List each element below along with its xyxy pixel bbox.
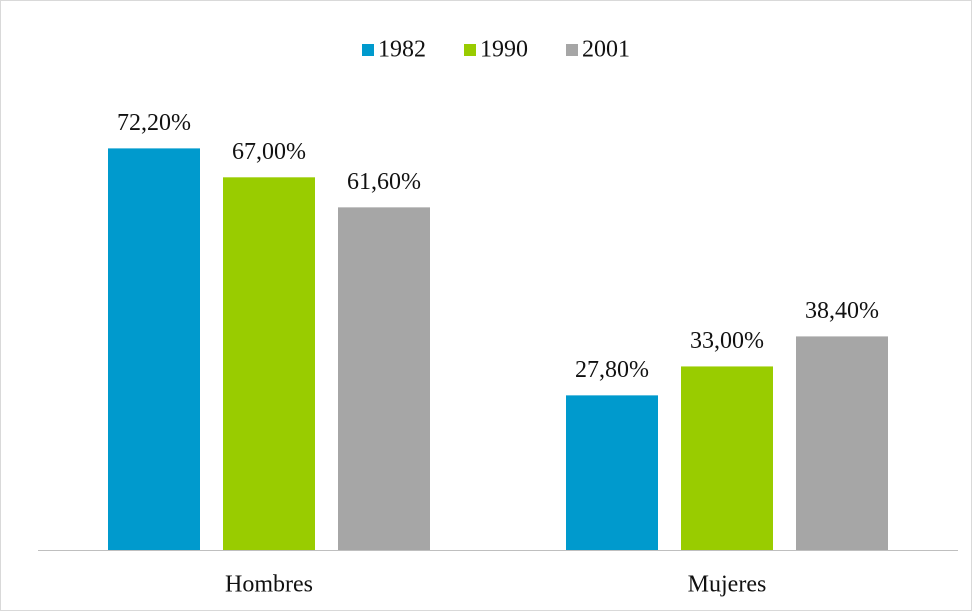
legend-label: 1982 xyxy=(378,37,426,63)
bar xyxy=(338,207,430,550)
legend-swatch xyxy=(362,44,374,56)
bar xyxy=(223,177,315,550)
bar xyxy=(681,366,773,550)
data-label: 38,40% xyxy=(805,298,879,324)
data-label: 27,80% xyxy=(575,357,649,383)
data-label: 61,60% xyxy=(347,169,421,195)
data-label: 33,00% xyxy=(690,328,764,354)
data-label: 72,20% xyxy=(117,110,191,136)
x-tick-label: Mujeres xyxy=(688,572,767,598)
bar xyxy=(566,395,658,550)
legend-label: 1990 xyxy=(480,37,528,63)
legend-swatch xyxy=(566,44,578,56)
legend-swatch xyxy=(464,44,476,56)
x-tick-label: Hombres xyxy=(225,572,313,598)
bar xyxy=(108,148,200,550)
legend-label: 2001 xyxy=(582,37,630,63)
data-label: 67,00% xyxy=(232,139,306,165)
bar xyxy=(796,336,888,550)
